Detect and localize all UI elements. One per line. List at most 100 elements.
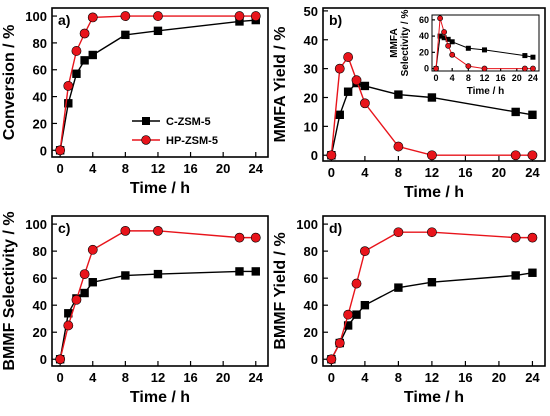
x-tick-label: 0 (328, 165, 335, 180)
data-point-c-zsm5 (511, 107, 520, 117)
data-point-c-zsm5 (394, 283, 403, 292)
x-tick-label: 4 (89, 161, 97, 176)
y-tick-label: 40 (419, 31, 429, 41)
data-point-c-zsm5 (72, 69, 81, 78)
x-tick-label: 4 (361, 370, 369, 385)
y-tick-label: 0 (40, 143, 47, 158)
panel-label: b) (329, 12, 342, 28)
x-tick-label: 24 (249, 161, 264, 176)
data-point-hp-zsm5 (153, 11, 163, 21)
x-tick-label: 12 (151, 161, 165, 176)
data-point-hp-zsm5 (437, 15, 443, 22)
data-point-hp-zsm5 (120, 225, 131, 236)
x-tick-label: 12 (479, 73, 489, 83)
x-tick-label: 4 (89, 370, 97, 385)
data-point-hp-zsm5 (71, 294, 82, 305)
x-tick-label: 4 (450, 73, 455, 83)
legend: C-ZSM-5 HP-ZSM-5 (132, 116, 218, 147)
data-point-c-zsm5 (251, 267, 260, 276)
data-point-c-zsm5 (64, 309, 73, 318)
data-point-hp-zsm5 (250, 232, 261, 243)
plot-frame (51, 7, 269, 158)
data-point-hp-zsm5 (71, 46, 82, 56)
y-tick-label: 60 (33, 271, 47, 286)
data-point-c-zsm5 (441, 35, 447, 41)
x-tick-label: 16 (183, 370, 197, 385)
data-point-hp-zsm5 (55, 354, 66, 365)
plot-frame (322, 215, 546, 367)
data-point-c-zsm5 (343, 321, 353, 330)
data-point-c-zsm5 (235, 17, 244, 26)
panel-label: d) (329, 220, 342, 236)
data-point-hp-zsm5 (326, 354, 337, 365)
y-tick-label: 40 (33, 298, 47, 313)
data-point-hp-zsm5 (359, 246, 370, 257)
y-tick-label: 80 (33, 244, 47, 259)
data-point-c-zsm5 (64, 99, 73, 108)
x-tick-label: 8 (122, 161, 129, 176)
data-point-c-zsm5 (343, 87, 353, 96)
data-point-hp-zsm5 (530, 65, 536, 72)
data-point-c-zsm5 (360, 300, 370, 310)
y-tick-label: 20 (33, 116, 47, 131)
legend-marker-c-zsm5 (142, 117, 150, 125)
x-tick-label: 8 (122, 370, 129, 385)
data-point-c-zsm5 (121, 271, 130, 280)
data-point-hp-zsm5 (393, 227, 404, 238)
data-point-hp-zsm5 (153, 225, 163, 236)
data-point-hp-zsm5 (527, 232, 538, 243)
data-point-c-zsm5 (530, 54, 536, 60)
x-tick-label: 16 (458, 165, 472, 180)
y-axis-title: BMMF Yield / % (272, 232, 289, 349)
data-point-c-zsm5 (528, 268, 537, 277)
y-tick-label: 20 (304, 325, 318, 340)
x-tick-label: 12 (425, 165, 439, 180)
x-axis-title: Time / h (130, 180, 190, 197)
y-tick-label: 0 (311, 352, 318, 367)
x-tick-label: 12 (151, 370, 165, 385)
legend-label-hp-zsm5: HP-ZSM-5 (166, 135, 218, 147)
y-tick-label: 80 (304, 244, 318, 259)
data-point-hp-zsm5 (234, 11, 245, 21)
data-point-hp-zsm5 (527, 150, 538, 161)
panel-d: 0 4 8 12 16 20 24 0 20 40 60 80 100 d) Time / h BMMF Yi… (272, 215, 546, 406)
y-tick-label: 100 (25, 217, 47, 232)
data-point-c-zsm5 (449, 39, 455, 45)
series-line-c-zsm5 (59, 19, 256, 151)
data-point-hp-zsm5 (87, 12, 98, 23)
x-axis-title: Time / h (404, 389, 464, 406)
data-point-hp-zsm5 (234, 232, 245, 243)
data-point-c-zsm5 (360, 81, 370, 91)
data-point-c-zsm5 (437, 33, 443, 39)
panel-label: a) (58, 12, 70, 28)
data-point-c-zsm5 (511, 271, 520, 280)
data-point-hp-zsm5 (481, 65, 488, 72)
data-point-hp-zsm5 (445, 42, 452, 49)
data-point-hp-zsm5 (465, 63, 472, 70)
data-point-c-zsm5 (80, 288, 89, 298)
data-point-hp-zsm5 (343, 52, 354, 62)
data-point-c-zsm5 (80, 56, 89, 65)
data-point-c-zsm5 (153, 26, 163, 36)
x-tick-label: 16 (183, 161, 197, 176)
legend-label-c-zsm5: C-ZSM-5 (166, 116, 211, 128)
data-point-hp-zsm5 (510, 150, 521, 161)
x-tick-label: 20 (492, 370, 506, 385)
x-axis-title: Time / h (130, 389, 190, 406)
x-tick-label: 8 (395, 370, 402, 385)
x-tick-label: 24 (528, 73, 538, 83)
plot-frame (51, 215, 269, 367)
data-point-hp-zsm5 (79, 269, 90, 280)
data-point-c-zsm5 (427, 278, 437, 287)
y-tick-label: 0 (311, 148, 318, 163)
data-point-hp-zsm5 (250, 11, 261, 21)
data-point-c-zsm5 (465, 45, 471, 51)
y-tick-label: 20 (419, 47, 429, 57)
x-tick-label: 24 (525, 370, 540, 385)
x-tick-label: 16 (496, 73, 506, 83)
y-tick-label: 40 (304, 33, 318, 48)
y-axis-title: Conversion / % (1, 25, 18, 141)
y-tick-label: 60 (419, 15, 429, 25)
data-point-hp-zsm5 (393, 141, 404, 152)
